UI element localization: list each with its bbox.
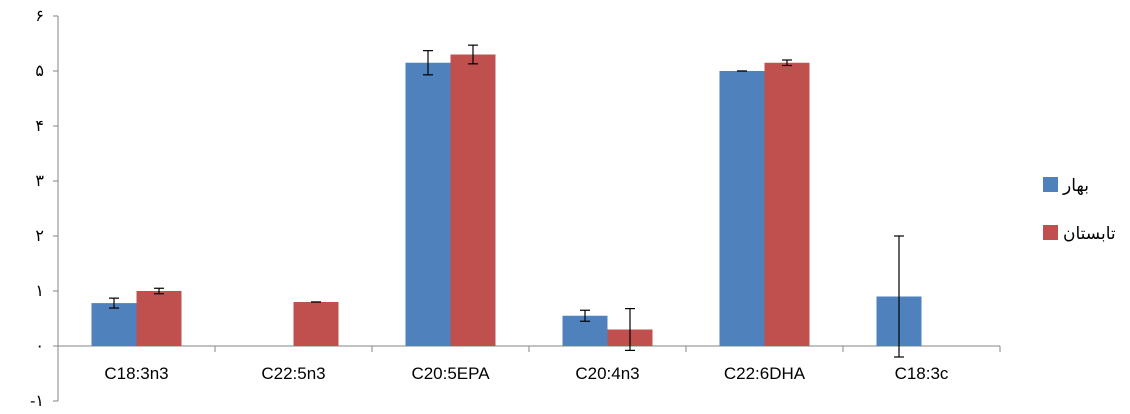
error-bar xyxy=(154,287,164,295)
x-tick-label: C20:4n3 xyxy=(575,364,639,383)
y-tick-label: ۱ xyxy=(35,283,44,300)
bar-series2-0 xyxy=(136,291,182,346)
y-tick-label: ۶ xyxy=(35,8,44,25)
y-tick-label: -۱ xyxy=(30,393,44,409)
y-tick-label: ۵ xyxy=(35,63,44,80)
bar-series2-2 xyxy=(450,54,496,346)
legend-swatch xyxy=(1043,177,1058,192)
legend: بهار تابستان xyxy=(1043,176,1116,243)
legend-swatch xyxy=(1043,225,1058,240)
y-tick-label: ۰ xyxy=(35,338,44,355)
error-bar xyxy=(423,50,433,76)
error-bars xyxy=(109,44,904,358)
bar-series1-0 xyxy=(91,303,137,346)
error-bar xyxy=(580,309,590,322)
y-tick-label: ۴ xyxy=(35,118,44,135)
error-bar xyxy=(894,235,904,358)
error-bar xyxy=(468,44,478,65)
bar-series1-2 xyxy=(405,62,451,346)
bar-series2-4 xyxy=(764,62,810,346)
tick-labels: -۱ ۰ ۱ ۲ ۳ ۴ ۵ ۶ C18:3n3 C22:5n3 C20:5EPA C20:4n3 C2… xyxy=(30,8,949,410)
error-bar xyxy=(625,308,635,351)
x-tick-label: C20:5EPA xyxy=(411,364,490,383)
error-bar xyxy=(109,297,119,309)
x-tick-label: C18:3n3 xyxy=(104,364,168,383)
legend-label: بهار xyxy=(1062,176,1089,196)
bar-series2-1 xyxy=(293,302,339,346)
legend-label: تابستان xyxy=(1063,224,1116,243)
error-bar xyxy=(782,59,792,67)
bar-series1-4 xyxy=(719,71,765,346)
y-tick-label: ۳ xyxy=(35,173,44,190)
bars xyxy=(91,54,922,346)
x-tick-label: C18:3c xyxy=(895,364,949,383)
x-tick-label: C22:5n3 xyxy=(261,364,325,383)
axes xyxy=(53,15,1001,402)
x-tick-label: C22:6DHA xyxy=(724,364,806,383)
y-tick-label: ۲ xyxy=(35,228,44,245)
